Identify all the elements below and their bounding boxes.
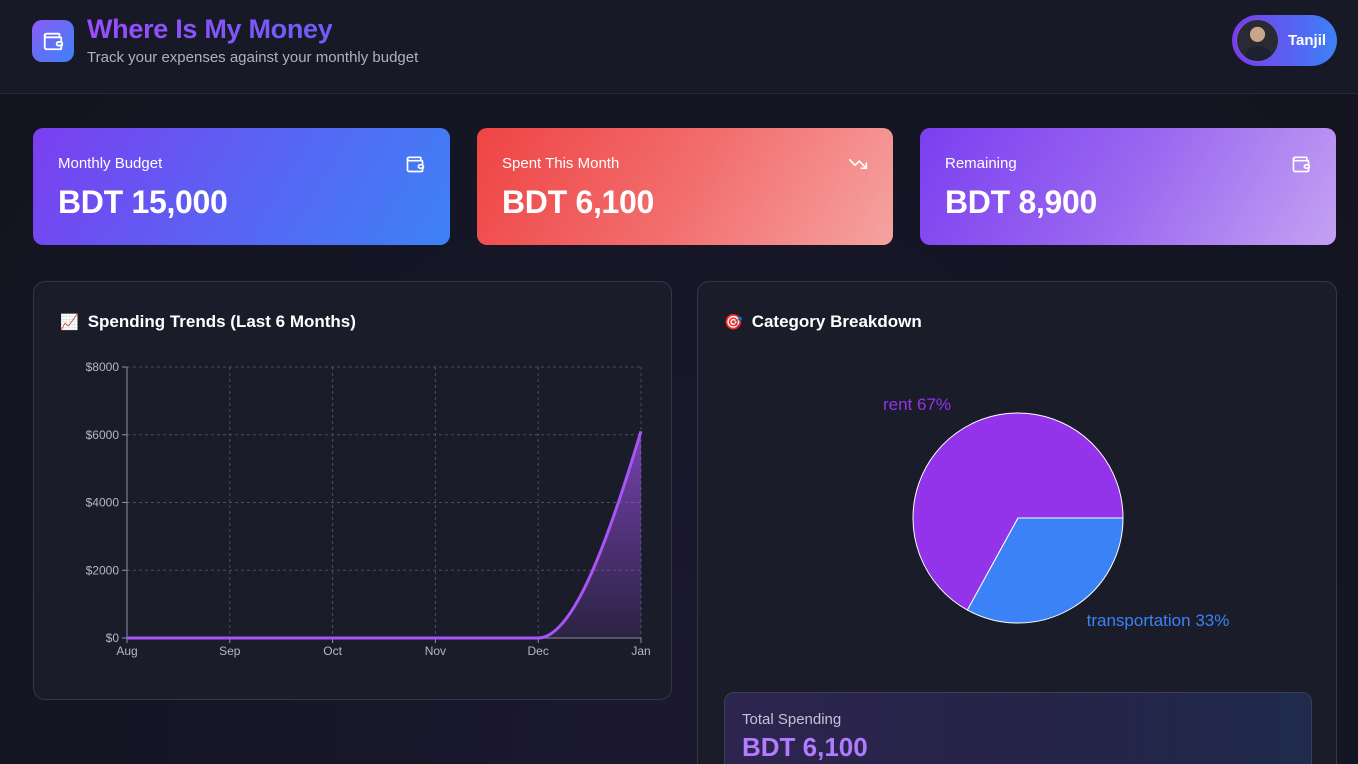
x-tick-label: Nov xyxy=(425,644,446,658)
total-spending-value: BDT 6,100 xyxy=(742,732,1294,763)
trending-down-icon xyxy=(848,159,868,169)
y-tick-label: $8000 xyxy=(86,360,120,374)
chart-emoji-icon: 📈 xyxy=(60,314,79,331)
spending-trend-chart[interactable]: $0 $2000 $4000 $6000 $8000 Aug Sep Oct Nov Dec Jan xyxy=(34,282,671,699)
total-spending-box: Total Spending BDT 6,100 xyxy=(724,692,1312,764)
app-header: Where Is My Money Track your expenses ag… xyxy=(0,0,1358,94)
user-menu-button[interactable]: Tanjil xyxy=(1232,15,1337,66)
monthly-budget-card: Monthly Budget BDT 15,000 xyxy=(33,128,450,245)
y-tick-label: $2000 xyxy=(86,563,120,577)
spent-this-month-card: Spent This Month BDT 6,100 xyxy=(477,128,893,245)
trend-area xyxy=(127,431,641,638)
panel-title-text: Category Breakdown xyxy=(751,312,922,331)
x-tick-label: Aug xyxy=(116,644,137,658)
panel-title: 📈 Spending Trends (Last 6 Months) xyxy=(60,312,356,332)
stat-label: Spent This Month xyxy=(502,155,620,172)
x-tick-label: Sep xyxy=(219,644,241,658)
x-tick-label: Jan xyxy=(631,644,650,658)
remaining-card: Remaining BDT 8,900 xyxy=(920,128,1336,245)
panel-title: 🎯 Category Breakdown xyxy=(724,312,922,332)
wallet-icon xyxy=(43,32,64,51)
stat-value: BDT 6,100 xyxy=(502,184,655,220)
pie-slice-rent[interactable] xyxy=(912,412,1124,611)
stat-label: Monthly Budget xyxy=(58,155,163,172)
stat-value: BDT 8,900 xyxy=(945,184,1098,220)
pie-slice-transportation[interactable] xyxy=(966,517,1124,624)
wallet-icon xyxy=(406,156,425,173)
wallet-icon xyxy=(1292,156,1311,173)
x-tick-label: Dec xyxy=(528,644,549,658)
panel-title-text: Spending Trends (Last 6 Months) xyxy=(87,312,356,331)
app-logo[interactable] xyxy=(32,20,74,62)
spending-trends-panel: 📈 Spending Trends (Last 6 Months) $0 $200… xyxy=(33,281,672,700)
pie-label-rent: rent 67% xyxy=(883,395,951,414)
x-tick-label: Oct xyxy=(323,644,342,658)
pie-label-transportation: transportation 33% xyxy=(1087,611,1230,630)
avatar xyxy=(1236,19,1279,62)
category-pie-chart[interactable]: rent 67% transportation 33% xyxy=(698,282,1336,682)
trend-line xyxy=(127,430,643,640)
target-emoji-icon: 🎯 xyxy=(724,314,743,331)
user-name: Tanjil xyxy=(1288,32,1327,49)
category-breakdown-panel: 🎯 Category Breakdown rent 67% transportat… xyxy=(697,281,1337,764)
y-tick-label: $6000 xyxy=(86,428,120,442)
app-subtitle: Track your expenses against your monthly… xyxy=(87,49,419,66)
stat-label: Remaining xyxy=(945,155,1017,172)
y-tick-label: $4000 xyxy=(86,496,120,510)
app-title: Where Is My Money xyxy=(87,14,333,44)
stat-value: BDT 15,000 xyxy=(58,184,228,220)
y-tick-label: $0 xyxy=(106,631,120,645)
total-spending-label: Total Spending xyxy=(742,711,842,728)
